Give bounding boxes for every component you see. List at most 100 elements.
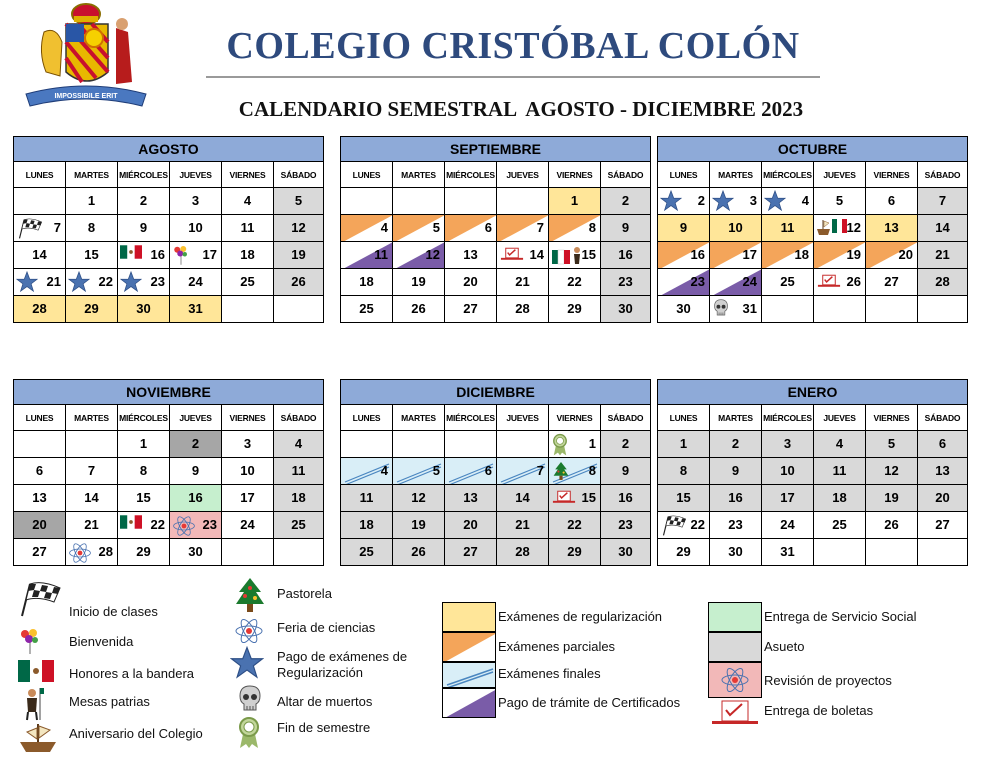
day-number: 12 <box>411 490 426 505</box>
day-number: 10 <box>728 220 743 235</box>
day-number: 24 <box>240 517 255 532</box>
day-number: 8 <box>139 463 148 478</box>
legend-pastorela: Pastorela <box>277 586 332 601</box>
atom-icon <box>172 514 196 543</box>
day-cell: 27 <box>13 538 66 566</box>
day-number: 28 <box>935 274 950 289</box>
day-cell: 25 <box>340 295 393 323</box>
day-cell: 28 <box>496 295 549 323</box>
day-number: 16 <box>618 247 633 262</box>
day-number: 28 <box>98 544 113 559</box>
day-number: 3 <box>749 193 757 208</box>
day-cell: 27 <box>917 511 968 539</box>
weekday-header: VIERNES <box>221 161 274 188</box>
day-number: 25 <box>780 274 795 289</box>
month-noviembre: NOVIEMBRE LUNES MARTES MIÉRCOLES JUEVES VIERN… <box>13 379 324 567</box>
month-octubre: OCTUBRE LUNES MARTES MIÉRCOLES JUEVES VIERNES… <box>657 136 968 324</box>
day-number: 23 <box>690 274 705 289</box>
day-cell: 30 <box>117 295 170 323</box>
day-number: 19 <box>846 247 861 262</box>
day-cell: 19 <box>273 241 324 269</box>
title-divider <box>206 76 820 78</box>
checkered-flag-icon <box>660 514 688 543</box>
day-cell: 15 <box>117 484 170 512</box>
day-cell: 5 <box>392 214 445 243</box>
day-cell: 20 <box>917 484 968 512</box>
day-number: 17 <box>202 247 217 262</box>
day-cell: 9 <box>657 214 710 242</box>
day-cell: 8 <box>657 457 710 485</box>
day-cell: 21 <box>13 268 66 296</box>
weekday-header: LUNES <box>657 404 710 431</box>
day-number: 29 <box>676 544 691 559</box>
swatch-parciales <box>442 632 496 662</box>
day-cell <box>273 295 324 323</box>
day-cell: 12 <box>813 214 866 242</box>
day-cell: 19 <box>392 268 445 296</box>
day-cell: 2 <box>709 430 762 458</box>
day-number: 8 <box>588 220 596 235</box>
report-card-icon <box>708 700 762 726</box>
day-cell: 13 <box>444 241 497 269</box>
day-cell: 28 <box>65 538 118 566</box>
day-number: 22 <box>98 274 113 289</box>
day-number: 17 <box>240 490 255 505</box>
day-cell: 10 <box>709 214 762 242</box>
day-cell: 3 <box>169 187 222 215</box>
day-cell <box>340 430 393 458</box>
day-cell: 30 <box>600 538 651 566</box>
day-number: 12 <box>884 463 899 478</box>
day-number: 30 <box>188 544 203 559</box>
star-icon <box>229 645 265 680</box>
day-number: 8 <box>679 463 688 478</box>
day-cell: 18 <box>340 268 393 296</box>
day-cell: 18 <box>813 484 866 512</box>
day-cell <box>392 187 445 215</box>
swatch-servicio-social <box>708 602 762 632</box>
day-cell: 29 <box>117 538 170 566</box>
mexican-flag-icon <box>120 244 142 265</box>
day-cell <box>340 187 393 215</box>
day-number: 6 <box>484 463 492 478</box>
day-number: 16 <box>188 490 203 505</box>
day-number: 25 <box>832 517 847 532</box>
day-cell: 11 <box>761 214 814 242</box>
day-cell: 5 <box>865 430 918 458</box>
day-cell: 4 <box>340 214 393 243</box>
day-number: 15 <box>84 247 99 262</box>
weekday-header: LUNES <box>13 161 66 188</box>
day-cell: 16 <box>709 484 762 512</box>
day-cell: 11 <box>273 457 324 485</box>
day-number: 23 <box>618 274 633 289</box>
day-cell: 25 <box>761 268 814 296</box>
day-number: 25 <box>359 301 374 316</box>
day-number: 10 <box>780 463 795 478</box>
month-diciembre: DICIEMBRE LUNES MARTES MIÉRCOLES JUEVES VIERN… <box>340 379 651 567</box>
legend-finales: Exámenes finales <box>498 666 601 681</box>
day-cell: 22 <box>657 511 710 539</box>
day-number: 7 <box>536 463 544 478</box>
day-number: 13 <box>935 463 950 478</box>
report-card-icon <box>499 244 525 269</box>
day-number: 28 <box>32 301 47 316</box>
day-cell: 11 <box>340 484 393 512</box>
day-number: 21 <box>935 247 950 262</box>
star-icon <box>15 270 39 298</box>
legend-feria: Feria de ciencias <box>277 620 376 635</box>
balloons-icon <box>18 628 42 654</box>
report-card-icon <box>816 271 842 296</box>
day-cell: 4 <box>813 430 866 458</box>
day-cell: 17 <box>221 484 274 512</box>
day-number: 22 <box>690 517 705 532</box>
day-number: 3 <box>783 436 792 451</box>
day-number: 26 <box>884 517 899 532</box>
weekday-header: JUEVES <box>496 161 549 188</box>
day-cell: 20 <box>865 241 918 270</box>
day-number: 3 <box>243 436 252 451</box>
weekday-header: MIÉRCOLES <box>444 404 497 431</box>
day-number: 2 <box>697 193 705 208</box>
day-number: 22 <box>567 274 582 289</box>
day-cell: 24 <box>709 268 762 297</box>
day-number: 16 <box>690 247 705 262</box>
day-number: 17 <box>780 490 795 505</box>
